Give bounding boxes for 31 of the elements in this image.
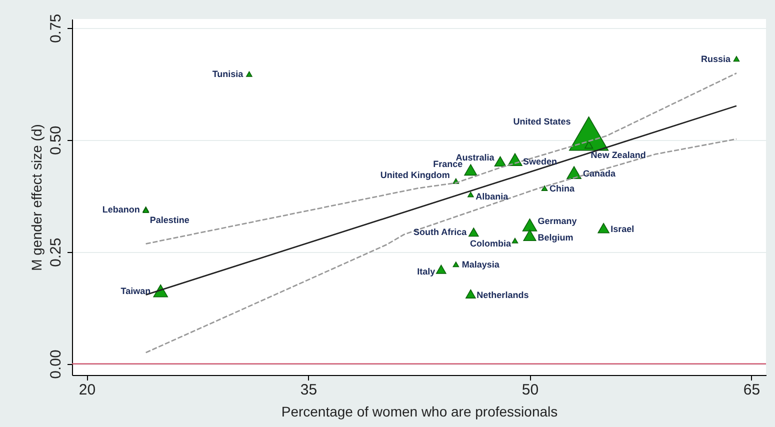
annotation: Australia (456, 152, 496, 162)
annotation: Italy (417, 266, 436, 276)
annotation: United States (513, 116, 571, 127)
y-tick-label: 0.75 (48, 14, 64, 44)
annotation: Lebanon (102, 204, 140, 214)
y-tick-label: 0.25 (48, 238, 64, 267)
annotation: Netherlands (476, 290, 529, 300)
annotation: Israel (610, 224, 634, 234)
y-tick-label: 0.50 (48, 126, 64, 156)
annotation: Albania (476, 192, 510, 202)
annotation: Taiwan (120, 286, 151, 296)
annotation: Tunisia (212, 69, 244, 80)
annotation: Russia (700, 54, 732, 64)
annotation: South Africa (413, 227, 468, 238)
x-axis-title: Percentage of women who are professionals (281, 404, 558, 420)
y-axis-title: M gender effect size (d) (28, 124, 44, 271)
annotation: Malaysia (462, 259, 500, 270)
x-tick-label: 35 (300, 382, 318, 398)
annotation: New Zealand (590, 150, 646, 160)
annotation: Palestine (150, 215, 190, 226)
annotation: China (550, 183, 576, 194)
annotation: United Kingdom (380, 170, 450, 180)
annotation: Canada (583, 168, 617, 179)
annotation: Belgium (538, 232, 574, 242)
annotation: Germany (538, 216, 577, 226)
annotation: Colombia (470, 238, 512, 249)
x-tick-label: 65 (743, 382, 760, 398)
x-tick-label: 20 (78, 382, 96, 398)
x-tick-label: 50 (522, 382, 539, 398)
y-tick-label: 0.00 (48, 350, 64, 379)
annotation: Sweden (522, 156, 557, 167)
